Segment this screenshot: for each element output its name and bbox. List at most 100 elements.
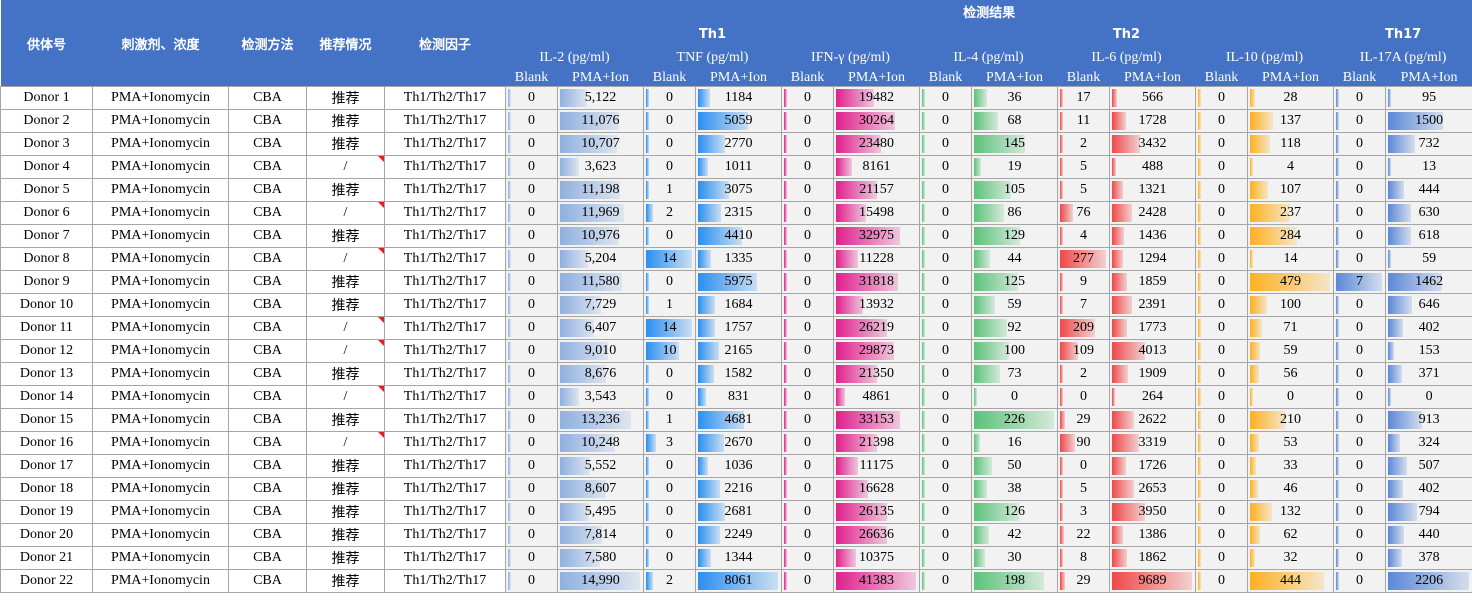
value-cell: 0 — [1195, 500, 1248, 524]
cytokine-header: IL-4 (pg/ml) — [919, 46, 1058, 69]
cell-value: 1462 — [1415, 274, 1444, 289]
cell-value: 0 — [666, 159, 673, 174]
data-bar — [698, 250, 712, 268]
value-cell: 0 — [1333, 201, 1386, 225]
column-header: 检测因子 — [384, 0, 506, 87]
value-cell: 0 — [505, 293, 558, 317]
data-bar — [698, 227, 742, 245]
value-cell: 0 — [919, 293, 972, 317]
value-cell: 1909 — [1109, 362, 1196, 386]
data-bar — [646, 434, 656, 452]
data-bar — [1250, 434, 1259, 452]
data-bar — [1112, 181, 1123, 199]
cell-value: 0 — [528, 504, 535, 519]
data-bar — [1112, 572, 1192, 590]
recommendation-cell: 推荐 — [306, 224, 385, 248]
value-cell: 237 — [1247, 201, 1334, 225]
data-bar — [1060, 388, 1063, 406]
data-bar — [1388, 572, 1469, 590]
cell-value: 3432 — [1138, 136, 1167, 151]
value-cell: 3,623 — [557, 155, 644, 179]
data-bar — [1060, 135, 1063, 153]
cell-value: 5,552 — [584, 458, 617, 473]
data-bar — [560, 250, 588, 268]
data-bar — [922, 296, 925, 314]
value-cell: 0 — [1333, 339, 1386, 363]
value-cell: 0 — [1195, 477, 1248, 501]
cell-value: 2 — [1080, 136, 1087, 151]
cell-value: 4861 — [862, 389, 891, 404]
data-bar — [646, 572, 653, 590]
data-bar — [698, 572, 778, 590]
condition-header: Blank — [919, 69, 972, 87]
value-cell: 5975 — [695, 270, 782, 294]
data-bar — [784, 411, 787, 429]
value-cell: 507 — [1384, 454, 1472, 478]
value-cell: 444 — [1384, 178, 1472, 202]
data-bar — [560, 572, 640, 590]
data-bar — [1250, 89, 1255, 107]
cell-value: 0 — [666, 136, 673, 151]
data-bar — [1250, 342, 1260, 360]
cell-value: 402 — [1418, 481, 1440, 496]
value-cell: 630 — [1384, 201, 1472, 225]
cell-value: 17 — [1076, 90, 1091, 105]
cell-value: 56 — [1283, 366, 1298, 381]
data-bar — [508, 181, 511, 199]
value-cell: 0 — [643, 155, 696, 179]
cell-value: 4410 — [724, 228, 753, 243]
value-cell: 21350 — [833, 362, 920, 386]
donor-cell: Donor 20 — [0, 523, 93, 547]
value-cell: 913 — [1384, 408, 1472, 432]
data-bar — [1336, 158, 1339, 176]
data-bar — [646, 365, 649, 383]
donor-cell: Donor 8 — [0, 247, 93, 271]
data-bar — [1336, 181, 1339, 199]
cell-value: 10375 — [859, 550, 894, 565]
data-bar — [922, 273, 925, 291]
cell-value: 0 — [528, 573, 535, 588]
data-bar — [974, 296, 995, 314]
data-bar — [1388, 365, 1402, 383]
data-bar — [1388, 296, 1412, 314]
value-cell: 0 — [643, 546, 696, 570]
donor-cell: Donor 3 — [0, 132, 93, 156]
value-cell: 0 — [643, 270, 696, 294]
data-bar — [508, 319, 511, 337]
value-cell: 0 — [1195, 86, 1248, 110]
data-row: Donor 6 PMA+Ionomycin CBA / Th1/Th2/Th17 0 11,… — [0, 201, 1472, 225]
data-bar — [1060, 480, 1063, 498]
data-bar — [1112, 250, 1123, 268]
data-bar — [508, 411, 511, 429]
cell-value: 0 — [942, 113, 949, 128]
cell-value: 73 — [1007, 366, 1022, 381]
data-bar — [1112, 204, 1133, 222]
condition-header: PMA+Ion — [1109, 69, 1196, 87]
method-cell: CBA — [228, 431, 307, 455]
data-bar — [1060, 457, 1063, 475]
value-cell: 0 — [781, 339, 834, 363]
stimulant-cell: PMA+Ionomycin — [92, 132, 229, 156]
cell-value: 0 — [528, 389, 535, 404]
value-cell: 16 — [971, 431, 1058, 455]
data-bar — [974, 411, 1054, 429]
cell-value: 226 — [1004, 412, 1025, 427]
cell-value: 44 — [1007, 251, 1022, 266]
data-bar — [1112, 273, 1128, 291]
data-bar — [1060, 319, 1095, 337]
cell-value: 237 — [1280, 205, 1301, 220]
cell-value: 0 — [1356, 136, 1363, 151]
data-bar — [836, 273, 898, 291]
value-cell: 0 — [1333, 546, 1386, 570]
data-bar — [1198, 89, 1201, 107]
value-cell: 0 — [781, 408, 834, 432]
data-bar — [922, 457, 925, 475]
data-bar — [646, 135, 649, 153]
data-row: Donor 15 PMA+Ionomycin CBA 推荐 Th1/Th2/Th17 0 1… — [0, 408, 1472, 432]
condition-header: Blank — [1333, 69, 1386, 87]
data-bar — [508, 457, 511, 475]
value-cell: 0 — [919, 201, 972, 225]
data-bar — [922, 526, 925, 544]
factor-cell: Th1/Th2/Th17 — [384, 477, 506, 501]
